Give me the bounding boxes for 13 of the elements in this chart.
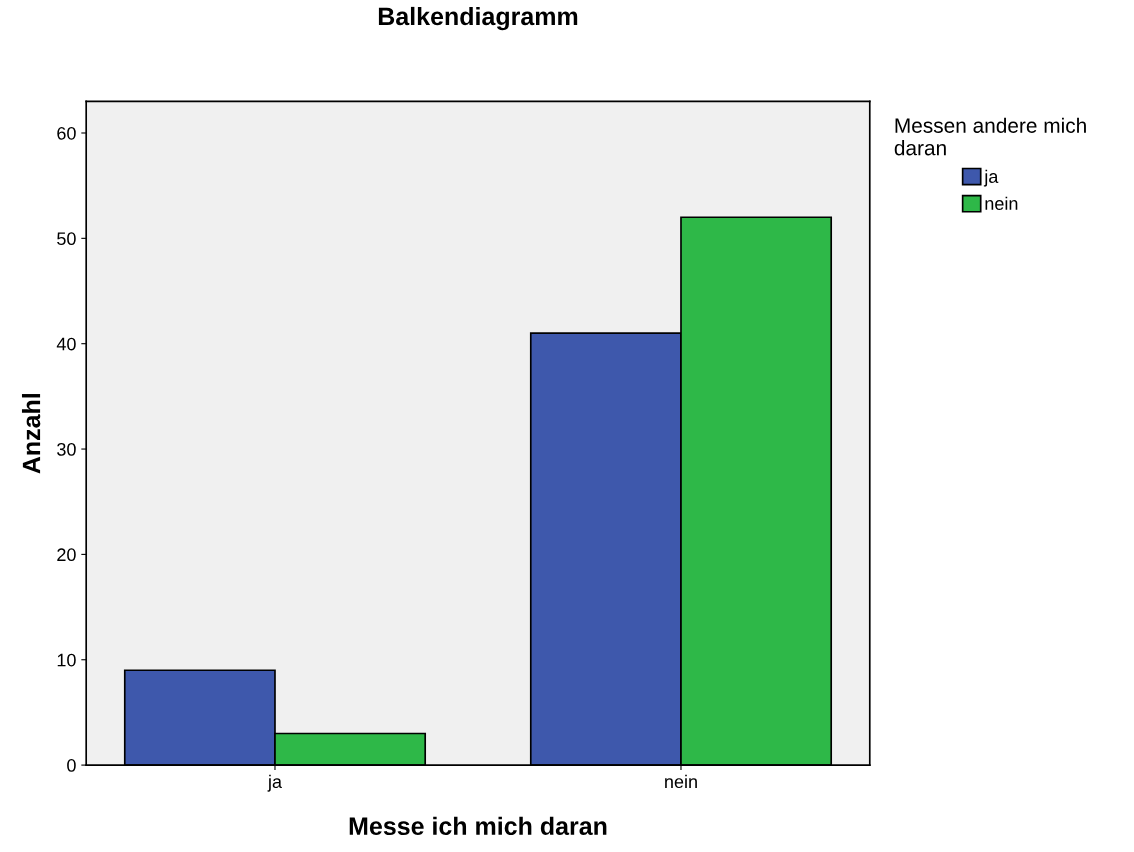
chart-title: Balkendiagramm xyxy=(378,6,578,31)
legend-label: nein xyxy=(985,196,1018,211)
y-tick-label: 0 xyxy=(67,759,76,772)
legend-title: Messen andere mich daran xyxy=(894,117,1086,156)
y-tick-label: 40 xyxy=(56,337,76,351)
y-tick-label: 20 xyxy=(57,548,76,562)
y-tick-label: 60 xyxy=(57,126,76,140)
y-axis-title: Anzahl xyxy=(21,394,41,474)
x-axis-title: Messe ich mich daran xyxy=(349,816,607,836)
y-tick-label: 30 xyxy=(57,442,76,456)
y-tick-label: 50 xyxy=(57,232,76,246)
legend-label: ja xyxy=(983,169,999,187)
y-tick-label: 10 xyxy=(57,653,76,667)
